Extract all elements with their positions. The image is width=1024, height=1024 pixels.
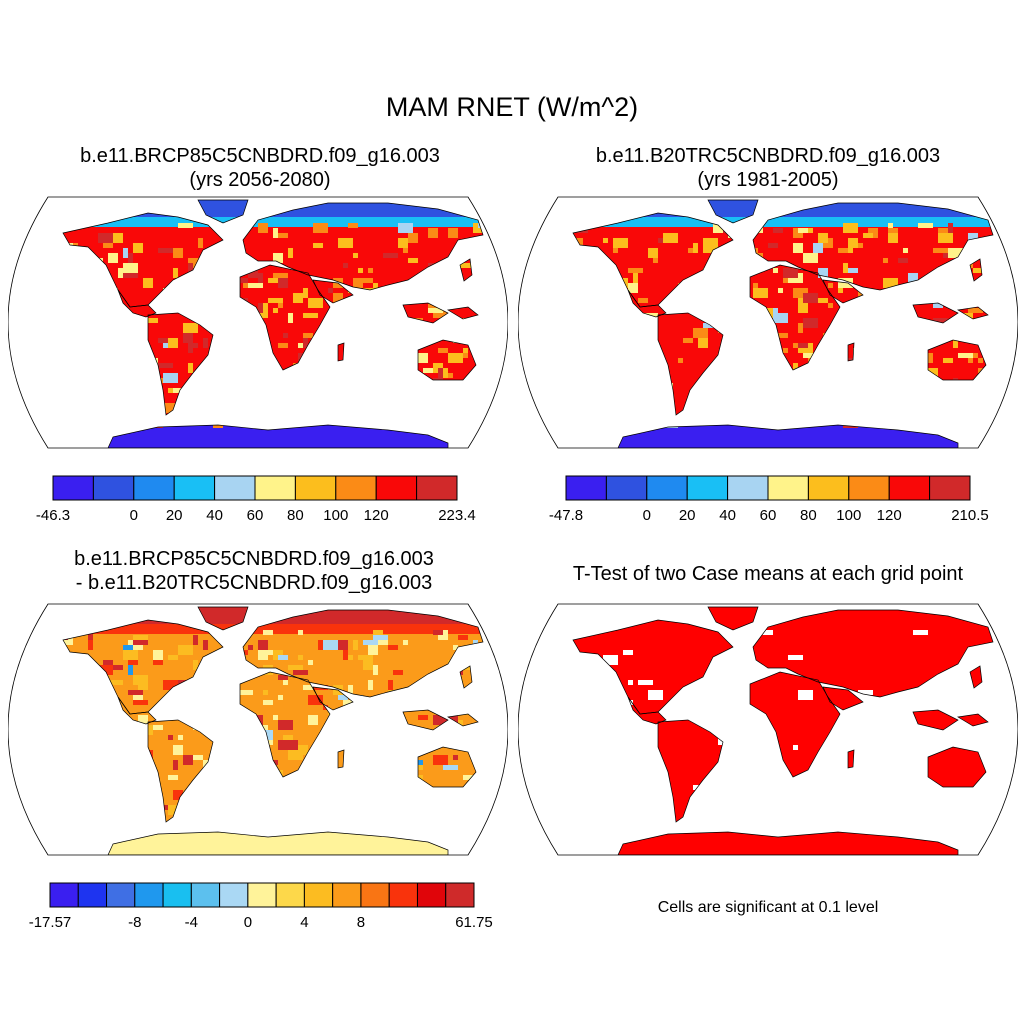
colorbar-tick-label: 100 xyxy=(836,507,861,524)
colorbar-swatch xyxy=(686,475,729,501)
panel-2-title-line2: (yrs 1981-2005) xyxy=(697,169,839,191)
colorbar-swatch xyxy=(214,475,256,501)
colorbar-swatch xyxy=(162,882,192,908)
panel-4-title: T-Test of two Case means at each grid po… xyxy=(518,562,1018,586)
colorbar-swatch xyxy=(888,475,931,501)
colorbar-tick-label: 40 xyxy=(719,507,736,524)
colorbar-swatch xyxy=(605,475,648,501)
colorbar-swatch xyxy=(646,475,688,501)
colorbar-panel-1: -46.3 0 20 40 60 80 100 120 223.4 xyxy=(36,475,476,524)
colorbar-tick-label: 20 xyxy=(679,507,696,524)
colorbar-tick-label: 100 xyxy=(323,507,348,524)
colorbar-swatch xyxy=(219,882,249,908)
colorbar-swatch xyxy=(173,475,216,501)
colorbar-tick-label: 0 xyxy=(130,507,138,524)
colorbar-swatch xyxy=(49,882,79,908)
map-panel-3 xyxy=(8,603,508,856)
colorbar-tick-label: 80 xyxy=(800,507,817,524)
colorbar-tick-label: 60 xyxy=(760,507,777,524)
panel-4-title-line1: T-Test of two Case means at each grid po… xyxy=(572,563,964,585)
colorbar-tick-label: 0 xyxy=(244,914,252,931)
colorbar-swatch xyxy=(77,882,108,908)
colorbar-swatch xyxy=(929,475,971,501)
colorbar-swatch xyxy=(335,475,377,501)
colorbar-tick-label: -47.8 xyxy=(549,507,583,524)
colorbar-tick-label: -8 xyxy=(128,914,141,931)
colorbar-swatch xyxy=(275,882,305,908)
colorbar-swatch xyxy=(360,882,390,908)
colorbar-panel-2: -47.8 0 20 40 60 80 100 120 210.5 xyxy=(549,475,989,524)
panel-3-title-line2: - b.e11.B20TRC5CNBDRD.f09_g16.003 xyxy=(75,572,433,594)
colorbar-swatch xyxy=(303,882,334,908)
colorbar-tick-label: 120 xyxy=(877,507,902,524)
colorbar-swatch xyxy=(565,475,607,501)
colorbar-tick-label: 4 xyxy=(300,914,308,931)
colorbar-swatch xyxy=(133,475,175,501)
map-panel-2 xyxy=(518,196,1018,449)
colorbar-swatch xyxy=(106,882,136,908)
colorbar-tick-label: 40 xyxy=(206,507,223,524)
colorbar-swatch xyxy=(190,882,221,908)
panel-3-title-line1: b.e11.BRCP85C5CNBDRD.f09_g16.003 xyxy=(74,548,434,570)
panel-3-title: b.e11.BRCP85C5CNBDRD.f09_g16.003 - b.e11… xyxy=(14,547,494,595)
colorbar-swatch xyxy=(848,475,890,501)
colorbar-swatch xyxy=(416,475,458,501)
colorbar-tick-label: -46.3 xyxy=(36,507,70,524)
panel-2-title: b.e11.B20TRC5CNBDRD.f09_g16.003 (yrs 198… xyxy=(528,144,1008,192)
figure-title: MAM RNET (W/m^2) xyxy=(385,92,639,122)
colorbar-swatch xyxy=(416,882,447,908)
colorbar-swatch xyxy=(375,475,418,501)
colorbar-tick-label: -17.57 xyxy=(29,914,72,931)
colorbar-swatch xyxy=(247,882,277,908)
colorbar-swatch xyxy=(52,475,94,501)
colorbar-tick-label: 210.5 xyxy=(951,507,989,524)
colorbar-tick-label: 0 xyxy=(643,507,651,524)
colorbar-tick-label: 8 xyxy=(357,914,365,931)
panel-1-title-line1: b.e11.BRCP85C5CNBDRD.f09_g16.003 xyxy=(80,145,440,167)
panel-2-title-line1: b.e11.B20TRC5CNBDRD.f09_g16.003 xyxy=(595,145,941,167)
colorbar-swatch xyxy=(294,475,337,501)
colorbar-tick-label: 20 xyxy=(166,507,183,524)
map-panel-4 xyxy=(518,603,1018,856)
panel-1-title: b.e11.BRCP85C5CNBDRD.f09_g16.003 (yrs 20… xyxy=(20,144,500,192)
panel-1-title-line2: (yrs 2056-2080) xyxy=(189,169,331,191)
significance-note: Cells are significant at 0.1 level xyxy=(657,899,879,916)
colorbar-swatch xyxy=(807,475,850,501)
colorbar-swatch xyxy=(254,475,296,501)
colorbar-tick-label: -4 xyxy=(185,914,198,931)
colorbar-tick-label: 80 xyxy=(287,507,304,524)
colorbar-swatch xyxy=(767,475,809,501)
colorbar-tick-label: 61.75 xyxy=(455,914,493,931)
colorbar-swatch xyxy=(388,882,418,908)
colorbar-tick-label: 223.4 xyxy=(438,507,476,524)
colorbar-swatch xyxy=(445,882,475,908)
colorbar-tick-label: 120 xyxy=(364,507,389,524)
colorbar-tick-label: 60 xyxy=(247,507,264,524)
colorbar-swatch xyxy=(727,475,769,501)
map-panel-1 xyxy=(8,196,508,449)
colorbar-swatch xyxy=(134,882,164,908)
colorbar-panel-3: -17.57 -8 -4 0 4 8 61.75 xyxy=(29,882,493,931)
colorbar-swatch xyxy=(92,475,135,501)
colorbar-swatch xyxy=(332,882,362,908)
